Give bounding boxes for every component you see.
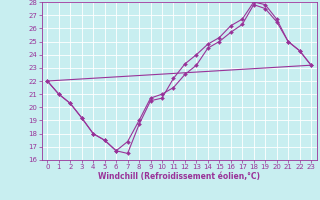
X-axis label: Windchill (Refroidissement éolien,°C): Windchill (Refroidissement éolien,°C)	[98, 172, 260, 181]
